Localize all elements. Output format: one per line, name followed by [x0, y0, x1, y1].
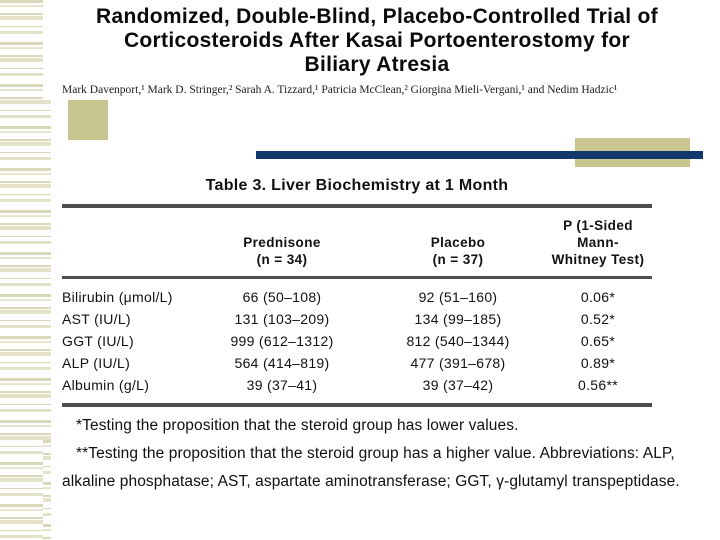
- placebo-value: 134 (99–185): [414, 311, 502, 327]
- table-row: GGT (IU/L) 999 (612–1312) 812 (540–1344)…: [62, 330, 652, 352]
- row-label: Albumin (g/L): [62, 377, 150, 393]
- table-header-row: Prednisone (n = 34) Placebo (n = 37) P (…: [62, 206, 652, 279]
- row-label: Bilirubin (μmol/L): [62, 289, 173, 305]
- prednisone-value: 131 (103–209): [234, 311, 330, 327]
- left-stripe-decoration-extension: [43, 100, 51, 540]
- table-title: Table 3. Liver Biochemistry at 1 Month: [205, 177, 509, 194]
- paper-title: Randomized, Double-Blind, Placebo-Contro…: [96, 5, 658, 76]
- liver-biochemistry-table: Table 3. Liver Biochemistry at 1 Month P…: [62, 177, 652, 407]
- header-placebo: Placebo (n = 37): [372, 206, 544, 279]
- table-grid: Prednisone (n = 34) Placebo (n = 37) P (…: [62, 204, 652, 407]
- table-row: AST (IU/L) 131 (103–209) 134 (99–185) 0.…: [62, 308, 652, 330]
- placebo-value: 812 (540–1344): [406, 333, 510, 349]
- footnote-higher-value-abbreviations: **Testing the proposition that the stero…: [62, 445, 680, 490]
- authors-line: Mark Davenport,¹ Mark D. Stringer,² Sara…: [62, 84, 618, 96]
- p-value: 0.65*: [580, 333, 616, 349]
- p-value: 0.89*: [580, 355, 616, 371]
- table-row: Albumin (g/L) 39 (37–41) 39 (37–42) 0.56…: [62, 374, 652, 405]
- table-row: Bilirubin (μmol/L) 66 (50–108) 92 (51–16…: [62, 278, 652, 309]
- prednisone-value: 999 (612–1312): [230, 333, 334, 349]
- row-label: ALP (IU/L): [62, 355, 131, 371]
- placebo-value: 477 (391–678): [410, 355, 506, 371]
- table-footnotes: *Testing the proposition that the steroi…: [62, 412, 708, 496]
- prednisone-value: 39 (37–41): [246, 377, 318, 393]
- navy-divider-bar: [256, 151, 703, 159]
- p-value: 0.06*: [580, 289, 616, 305]
- p-value: 0.56**: [578, 377, 618, 393]
- header-row-label: [62, 206, 192, 279]
- left-stripe-decoration: [0, 0, 43, 540]
- header-p-value: P (1-Sided Mann- Whitney Test): [544, 206, 652, 279]
- tan-square-decoration: [68, 100, 108, 140]
- row-label: AST (IU/L): [62, 311, 131, 327]
- row-label: GGT (IU/L): [62, 333, 134, 349]
- prednisone-value: 564 (414–819): [234, 355, 330, 371]
- header-prednisone: Prednisone (n = 34): [192, 206, 372, 279]
- p-value: 0.52*: [580, 311, 616, 327]
- prednisone-value: 66 (50–108): [242, 289, 322, 305]
- footnote-lower-values: *Testing the proposition that the steroi…: [76, 417, 519, 434]
- placebo-value: 39 (37–42): [422, 377, 494, 393]
- table-row: ALP (IU/L) 564 (414–819) 477 (391–678) 0…: [62, 352, 652, 374]
- placebo-value: 92 (51–160): [418, 289, 498, 305]
